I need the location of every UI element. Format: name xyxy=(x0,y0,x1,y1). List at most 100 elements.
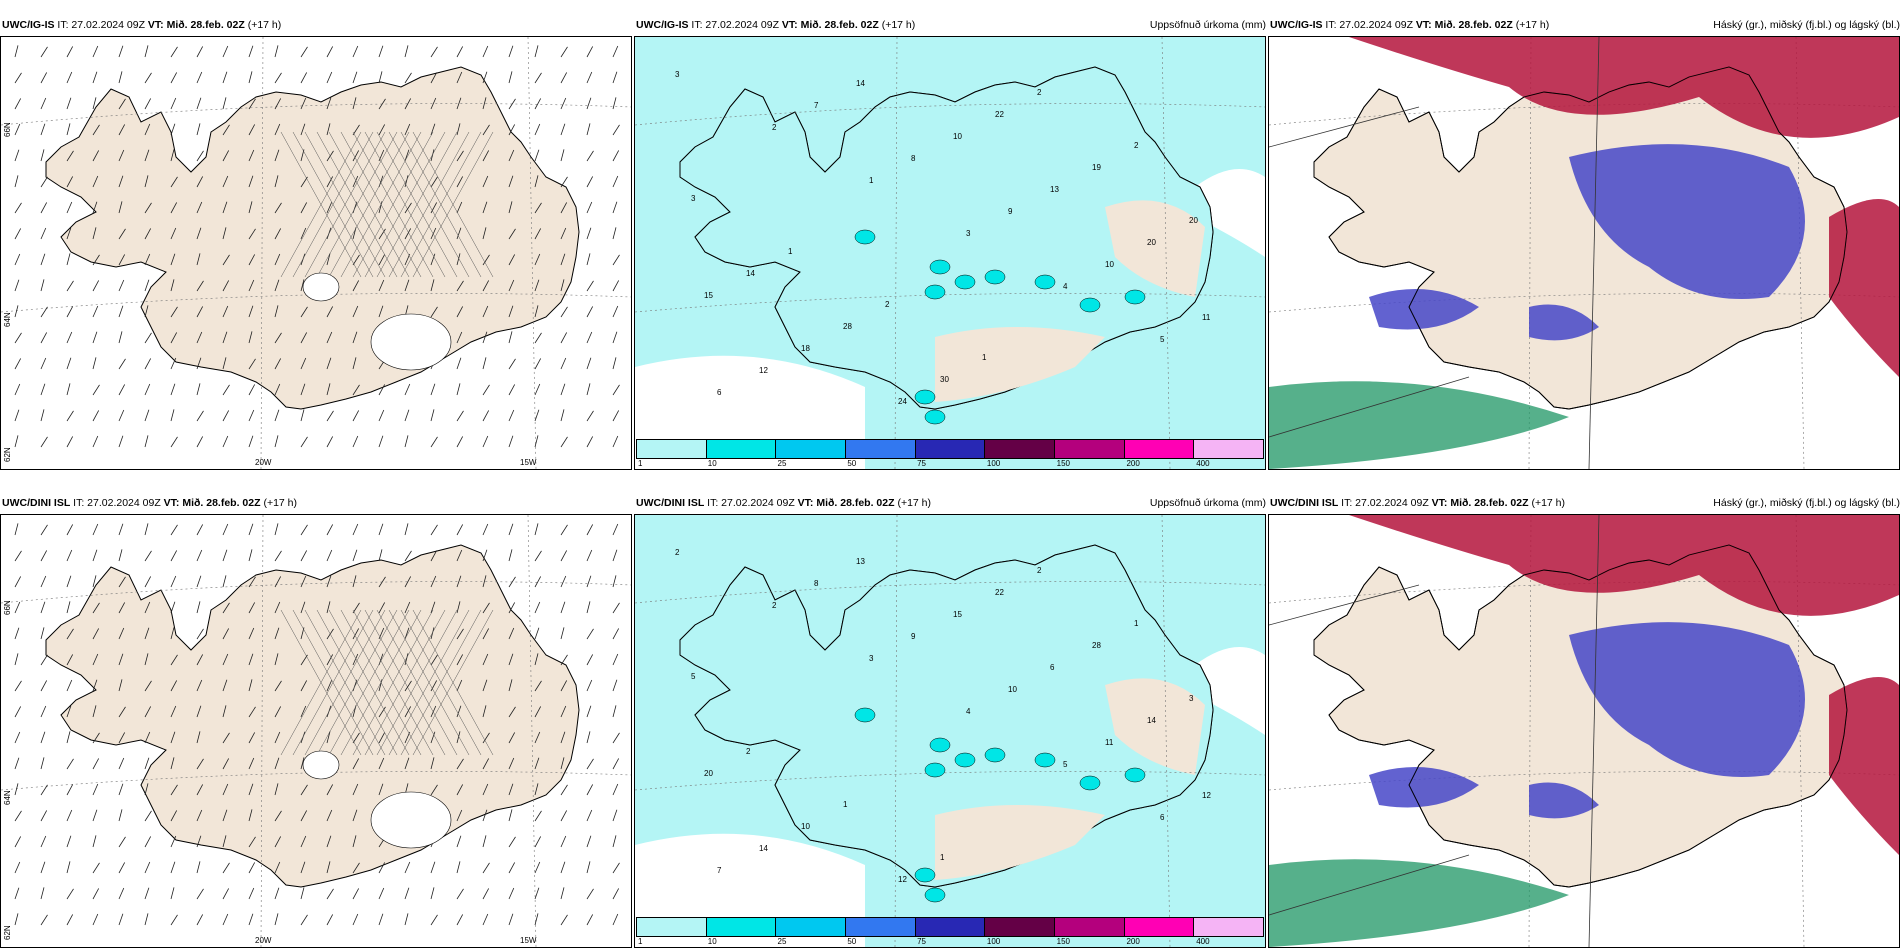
wind-barb xyxy=(560,357,567,370)
wind-barb xyxy=(118,331,123,344)
mid-cloud-area xyxy=(1569,144,1805,299)
wind-barb xyxy=(404,627,410,640)
wind-barb xyxy=(92,549,98,562)
precip-amount-label: 2 xyxy=(1037,88,1042,97)
colorbar-swatch xyxy=(915,440,986,458)
wind-barb xyxy=(196,575,202,588)
wind-barb xyxy=(352,653,359,666)
precip-map: 3213456789101112141013201518242219201428… xyxy=(635,37,1265,469)
wind-barb xyxy=(456,123,461,136)
wind-barb xyxy=(66,705,72,718)
wind-barb xyxy=(196,835,202,848)
wind-barb xyxy=(222,150,230,162)
wind-barb xyxy=(612,628,620,640)
wind-barb xyxy=(66,888,74,900)
colorbar-swatch xyxy=(1055,918,1125,936)
heavy-precip-cell xyxy=(854,707,876,723)
wind-barb xyxy=(404,149,410,162)
hatch-line xyxy=(292,609,374,756)
wind-barb xyxy=(14,409,20,422)
wind-barb xyxy=(586,123,591,136)
wind-barb xyxy=(144,757,150,770)
wind-barb xyxy=(482,280,490,292)
wind-barb xyxy=(534,123,541,136)
wind-barb xyxy=(274,123,281,136)
wind-barb xyxy=(274,731,281,744)
wind-barb xyxy=(222,124,230,136)
wind-barb xyxy=(508,279,515,292)
wind-barb xyxy=(118,653,124,666)
colorbar-tick-label: 150 xyxy=(1056,937,1071,946)
wind-barb xyxy=(508,706,516,718)
wind-barb xyxy=(534,523,539,536)
wind-barb xyxy=(144,279,150,292)
wind-barb xyxy=(196,601,201,614)
valid-time: VT: Mið. 28.feb. 02Z xyxy=(797,497,895,509)
wind-barb xyxy=(170,436,178,448)
wind-barb xyxy=(352,357,357,370)
wind-barb xyxy=(586,524,594,536)
wind-barb xyxy=(118,576,126,588)
colorbar-swatch xyxy=(706,440,777,458)
valid-time: VT: Mið. 28.feb. 02Z xyxy=(163,497,261,509)
wind-barb xyxy=(326,253,331,266)
wind-barb xyxy=(534,731,541,744)
wind-barb xyxy=(508,409,515,422)
wind-barb xyxy=(274,523,279,536)
colorbar-tick-label: 75 xyxy=(917,937,927,946)
wind-barb xyxy=(586,654,594,666)
wind-barb xyxy=(14,576,22,588)
colorbar-swatch xyxy=(776,918,847,936)
wind-barb xyxy=(118,98,126,110)
wind-barb xyxy=(508,836,516,848)
hatch-line xyxy=(340,609,422,756)
lon-line xyxy=(260,515,264,947)
hatch-line xyxy=(316,609,398,756)
panel-title: Uppsöfnuð úrkoma (mm) xyxy=(1149,19,1266,31)
wind-barb xyxy=(66,227,72,240)
wind-barb xyxy=(560,654,568,666)
wind-barb xyxy=(222,549,228,562)
wind-barb xyxy=(326,306,334,318)
wind-barb xyxy=(92,602,100,614)
precip-amount-label: 14 xyxy=(1147,716,1156,725)
wind-barb xyxy=(118,913,124,926)
wind-barb xyxy=(118,523,124,536)
heavy-precip-cell xyxy=(924,409,946,425)
wind-barb xyxy=(300,757,305,770)
wind-barb xyxy=(534,836,542,848)
wind-barb xyxy=(482,913,489,926)
hatch-line xyxy=(280,609,362,756)
wind-barb xyxy=(274,358,282,370)
wind-barb xyxy=(430,627,435,640)
wind-barb xyxy=(222,628,230,640)
wind-barb xyxy=(144,383,151,396)
wind-barb xyxy=(118,706,126,718)
wind-barb xyxy=(326,549,333,562)
hatch-line xyxy=(400,131,482,278)
wind-barb xyxy=(560,436,568,448)
wind-barb xyxy=(144,149,150,162)
wind-barb xyxy=(274,435,279,448)
wind-barb xyxy=(170,409,175,422)
precip-amount-label: 28 xyxy=(1092,641,1101,650)
precip-map: 2234567891011121413156142010122228321121… xyxy=(635,515,1265,947)
precip-amount-label: 28 xyxy=(843,322,852,331)
wind-barb xyxy=(482,124,490,136)
wind-barb xyxy=(92,435,99,448)
wind-barb xyxy=(196,705,202,718)
wind-barb xyxy=(612,809,618,822)
precip-amount-label: 18 xyxy=(801,344,810,353)
lon-line xyxy=(527,37,537,469)
wind-barb xyxy=(482,97,487,110)
wind-barb xyxy=(40,306,48,318)
high-cloud-area xyxy=(1349,37,1899,138)
wind-barb xyxy=(352,575,357,588)
wind-barb xyxy=(274,149,280,162)
wind-barb xyxy=(40,176,48,188)
wind-barb xyxy=(196,654,204,666)
wind-barb xyxy=(222,280,230,292)
wind-barb xyxy=(508,98,516,110)
valid-time: VT: Mið. 28.feb. 02Z xyxy=(1431,497,1529,509)
wind-barb xyxy=(456,253,461,266)
